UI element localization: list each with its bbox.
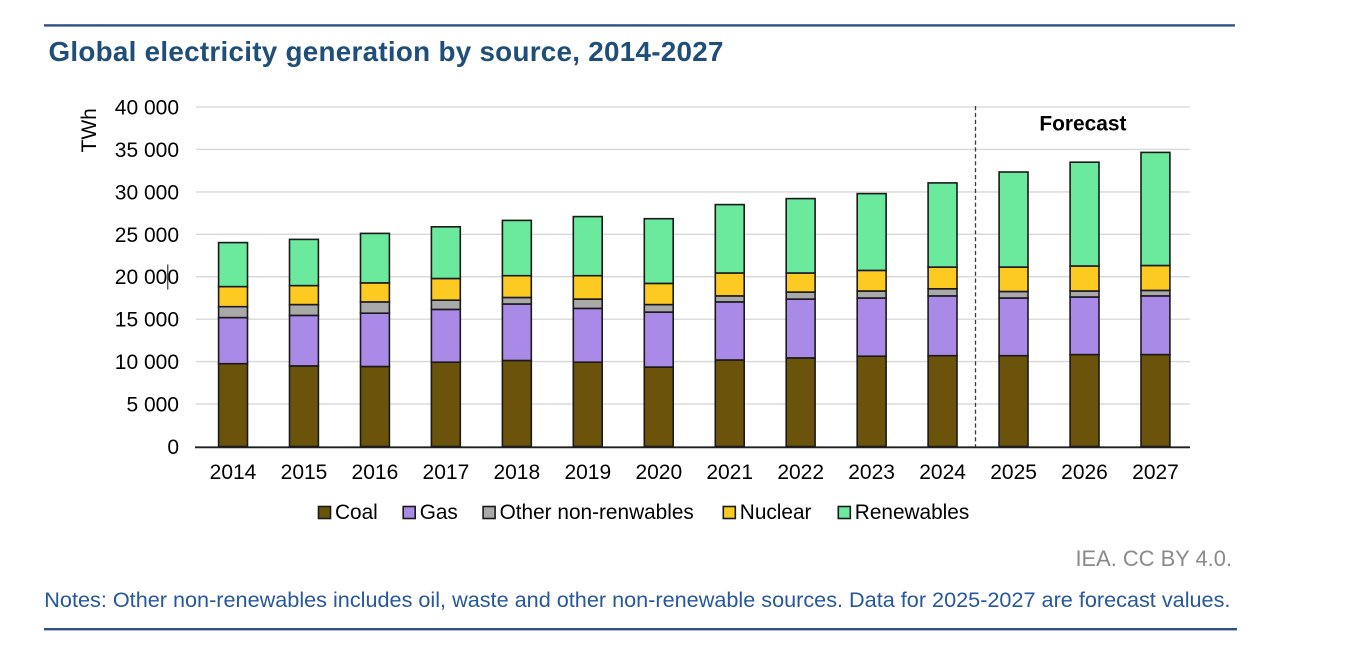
svg-text:40 000: 40 000 — [115, 97, 179, 120]
svg-text:Nuclear: Nuclear — [740, 501, 812, 524]
svg-text:2018: 2018 — [493, 461, 540, 484]
svg-text:20 000: 20 000 — [115, 266, 179, 289]
svg-text:15 000: 15 000 — [115, 309, 179, 332]
svg-text:25 000: 25 000 — [115, 224, 179, 247]
svg-text:2020: 2020 — [635, 461, 682, 484]
svg-text:2022: 2022 — [777, 461, 824, 484]
svg-text:10 000: 10 000 — [115, 351, 179, 374]
svg-text:Notes: Other non-renewables in: Notes: Other non-renewables includes oil… — [44, 587, 1230, 612]
svg-text:30 000: 30 000 — [115, 181, 179, 204]
svg-text:2024: 2024 — [919, 461, 966, 484]
svg-text:2027: 2027 — [1132, 461, 1179, 484]
svg-text:Coal: Coal — [335, 501, 378, 524]
svg-text:Gas: Gas — [420, 501, 458, 524]
svg-text:0: 0 — [167, 436, 179, 459]
svg-text:2014: 2014 — [210, 461, 257, 484]
svg-text:2026: 2026 — [1061, 461, 1108, 484]
svg-text:5 000: 5 000 — [126, 394, 179, 417]
svg-text:2021: 2021 — [706, 461, 753, 484]
svg-text:Forecast: Forecast — [1039, 113, 1126, 136]
svg-text:2016: 2016 — [352, 461, 399, 484]
svg-text:TWh: TWh — [78, 108, 101, 152]
svg-text:IEA. CC BY 4.0.: IEA. CC BY 4.0. — [1075, 546, 1232, 571]
svg-text:2015: 2015 — [281, 461, 328, 484]
svg-text:Other non-renwables: Other non-renwables — [500, 501, 694, 524]
svg-text:2023: 2023 — [848, 461, 895, 484]
svg-text:35 000: 35 000 — [115, 139, 179, 162]
svg-text:2019: 2019 — [564, 461, 611, 484]
svg-text:2025: 2025 — [990, 461, 1037, 484]
svg-text:Renewables: Renewables — [855, 501, 969, 524]
svg-text:2017: 2017 — [423, 461, 470, 484]
svg-text:Global electricity generation: Global electricity generation by source,… — [49, 36, 724, 67]
